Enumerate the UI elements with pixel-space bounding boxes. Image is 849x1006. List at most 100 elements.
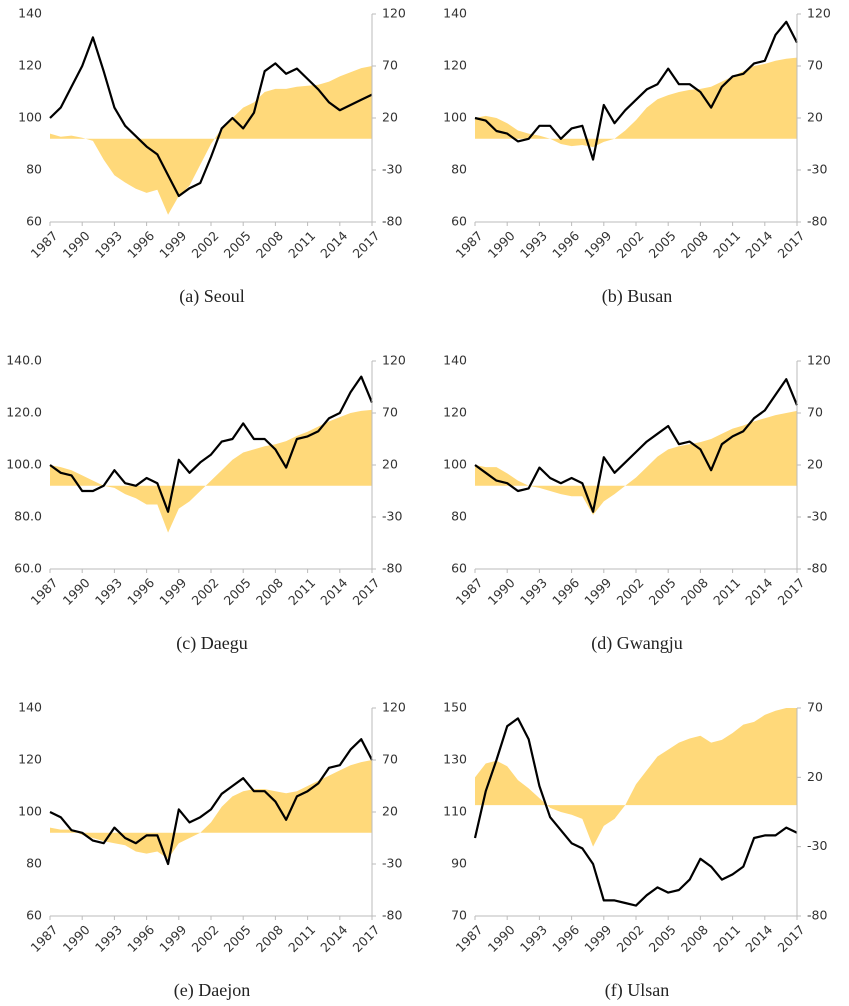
x-tick-label: 1996: [549, 575, 582, 608]
x-tick-label: 2017: [349, 922, 382, 955]
y2-tick-label: -80: [382, 908, 402, 923]
x-tick-label: 2002: [613, 922, 646, 955]
x-tick-label: 1993: [92, 922, 125, 955]
x-tick-label: 1987: [27, 228, 60, 261]
x-tick-label: 1999: [581, 922, 614, 955]
y2-tick-label: -80: [807, 214, 827, 229]
y-tick-label: 140: [443, 353, 467, 368]
chart-caption: (a) Seoul: [179, 286, 244, 307]
y-tick-label: 110: [443, 804, 467, 819]
x-tick-label: 2011: [285, 922, 318, 955]
y2-tick-label: -30: [807, 162, 827, 177]
x-tick-label: 1990: [485, 922, 518, 955]
y2-tick-label: -80: [807, 908, 827, 923]
x-tick-label: 1993: [517, 228, 550, 261]
line: [474, 378, 799, 513]
y2-tick-label: 70: [807, 58, 823, 73]
x-tick-label: 1987: [452, 228, 485, 261]
x-tick-label: 1999: [156, 922, 189, 955]
x-tick-label: 2017: [774, 922, 807, 955]
x-tick-label: 1990: [485, 575, 518, 608]
x-tick-label: 2014: [742, 228, 775, 261]
x-tick-label: 1993: [92, 575, 125, 608]
x-tick-label: 2014: [317, 228, 350, 261]
x-tick-label: 1987: [452, 922, 485, 955]
x-tick-label: 1999: [156, 228, 189, 261]
x-tick-label: 2017: [349, 228, 382, 261]
line: [474, 20, 798, 161]
x-tick-label: 2008: [253, 922, 286, 955]
x-tick-label: 2005: [221, 228, 254, 261]
y2-tick-label: 20: [807, 769, 823, 784]
y2-tick-label: 70: [807, 405, 823, 420]
x-tick-label: 1996: [124, 575, 157, 608]
y-tick-label: 140.0: [6, 353, 42, 368]
y2-tick-label: 120: [382, 353, 406, 368]
x-tick-label: 2011: [285, 228, 318, 261]
x-tick-label: 2014: [317, 575, 350, 608]
chart-caption: (b) Busan: [602, 286, 673, 307]
area: [50, 760, 372, 859]
x-tick-label: 2011: [710, 575, 743, 608]
line: [473, 717, 798, 907]
x-tick-label: 2002: [188, 575, 221, 608]
x-tick-label: 2008: [678, 228, 711, 261]
x-tick-label: 1999: [581, 228, 614, 261]
y-tick-label: 60: [451, 214, 467, 229]
y2-tick-label: -30: [382, 856, 402, 871]
y-tick-label: 140: [443, 6, 467, 21]
y-tick-label: 150: [443, 700, 467, 715]
area: [50, 66, 372, 215]
y-tick-label: 130: [443, 752, 467, 767]
y2-tick-label: -30: [807, 838, 827, 853]
y2-tick-label: 120: [807, 6, 831, 21]
y-tick-label: 80.0: [14, 509, 42, 524]
y2-tick-label: 120: [382, 6, 406, 21]
y-tick-label: 140: [18, 6, 42, 21]
x-tick-label: 1996: [549, 228, 582, 261]
x-tick-label: 1999: [581, 575, 614, 608]
x-tick-label: 1990: [60, 228, 93, 261]
x-tick-label: 2008: [253, 575, 286, 608]
y-tick-label: 60: [26, 214, 42, 229]
y-tick-label: 120: [443, 405, 467, 420]
y2-tick-label: 20: [382, 804, 398, 819]
y-tick-label: 80: [26, 856, 42, 871]
y-tick-label: 80: [26, 162, 42, 177]
x-tick-label: 1993: [517, 575, 550, 608]
x-tick-label: 1996: [549, 922, 582, 955]
x-tick-label: 2011: [710, 228, 743, 261]
y2-tick-label: 20: [382, 457, 398, 472]
y-tick-label: 120: [18, 752, 42, 767]
x-tick-label: 1990: [60, 575, 93, 608]
y-tick-label: 140: [18, 700, 42, 715]
y-tick-label: 100.0: [6, 457, 42, 472]
x-tick-label: 2014: [742, 575, 775, 608]
x-tick-label: 2005: [646, 575, 679, 608]
x-tick-label: 1987: [27, 575, 60, 608]
chart-caption: (e) Daejon: [174, 980, 250, 1001]
y2-tick-label: 70: [382, 58, 398, 73]
chart-caption: (f) Ulsan: [605, 980, 669, 1001]
x-tick-label: 2005: [221, 575, 254, 608]
y-tick-label: 90: [451, 856, 467, 871]
chart-caption: (d) Gwangju: [591, 633, 682, 654]
x-tick-label: 1990: [60, 922, 93, 955]
y-tick-label: 80: [451, 509, 467, 524]
y-tick-label: 100: [18, 804, 42, 819]
y2-tick-label: 120: [807, 353, 831, 368]
x-tick-label: 2014: [742, 922, 775, 955]
y2-tick-label: -30: [382, 162, 402, 177]
y2-tick-label: 20: [807, 110, 823, 125]
x-tick-label: 1996: [124, 228, 157, 261]
x-tick-label: 2011: [285, 575, 318, 608]
x-tick-label: 2017: [774, 228, 807, 261]
x-tick-label: 2005: [646, 922, 679, 955]
x-tick-label: 2008: [678, 575, 711, 608]
y-tick-label: 100: [443, 110, 467, 125]
area: [475, 410, 797, 515]
x-tick-label: 1993: [92, 228, 125, 261]
area: [475, 57, 797, 148]
y-tick-label: 100: [18, 110, 42, 125]
x-tick-label: 2002: [613, 228, 646, 261]
